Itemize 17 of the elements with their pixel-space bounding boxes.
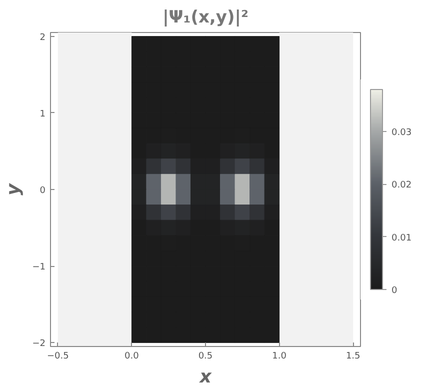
y-tick-label: 1 bbox=[40, 109, 46, 120]
color-bar-label: 0.03 bbox=[392, 128, 412, 138]
color-bar-label: 0.01 bbox=[392, 233, 412, 244]
x-tick-label: −0.5 bbox=[46, 352, 69, 362]
x-tick-label: 1.0 bbox=[272, 352, 287, 362]
y-tick-label: 0 bbox=[40, 186, 46, 196]
x-tick-label: 1.5 bbox=[346, 352, 360, 362]
y-tick-label: −2 bbox=[32, 339, 46, 350]
y-tick-label: −1 bbox=[32, 262, 46, 273]
x-tick-label: 0.0 bbox=[124, 352, 140, 362]
chart-title: |Ψ₁(x,y)|² bbox=[162, 8, 248, 28]
x-tick-label: 0.5 bbox=[198, 352, 213, 362]
color-bar-label: 0.02 bbox=[392, 180, 412, 191]
y-tick-label: 2 bbox=[40, 32, 46, 43]
y-axis-title: y bbox=[3, 182, 24, 196]
color-bar-label: 0 bbox=[392, 286, 398, 296]
x-axis-title: x bbox=[198, 366, 213, 388]
